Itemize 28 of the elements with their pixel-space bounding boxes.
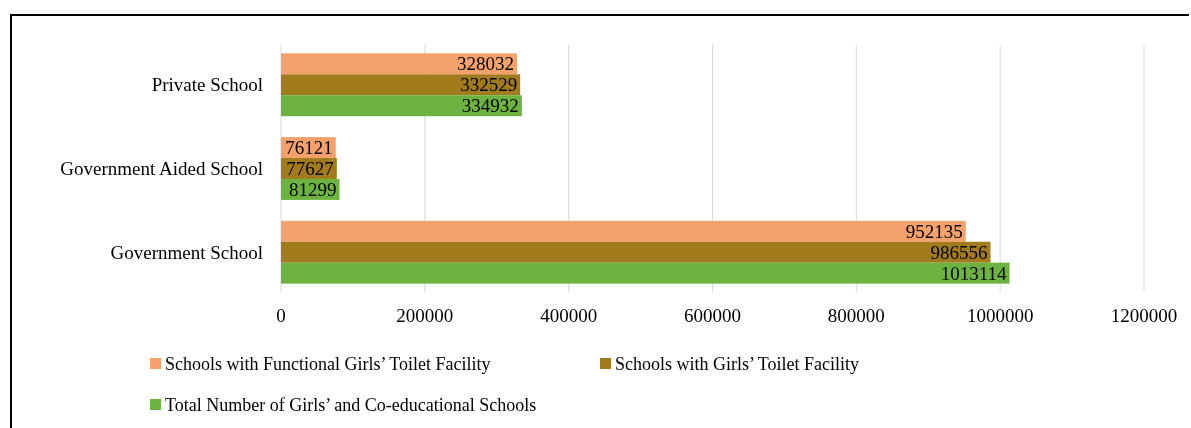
data-label: 81299 — [288, 179, 337, 201]
bar — [281, 74, 521, 96]
bar — [281, 95, 522, 117]
y-tick-label: Government School — [110, 241, 263, 263]
data-label: 1013114 — [940, 262, 1008, 284]
data-label: 986556 — [930, 241, 988, 263]
y-tick-label: Private School — [151, 74, 263, 96]
bar — [281, 241, 991, 263]
data-label: 76121 — [285, 137, 333, 159]
x-tick-label: 0 — [276, 305, 286, 326]
x-tick-label: 600000 — [684, 305, 741, 326]
x-tick-label: 400000 — [540, 305, 598, 326]
legend-label: Total Number of Girls’ and Co-educational Schools — [165, 395, 537, 416]
data-label: 952135 — [905, 220, 963, 242]
bar — [281, 220, 966, 242]
x-tick-label: 200000 — [396, 305, 454, 326]
data-label: 328032 — [456, 53, 514, 75]
x-tick-label: 1200000 — [1110, 305, 1178, 326]
legend-label: Schools with Functional Girls’ Toilet Facility — [165, 354, 491, 375]
y-tick-label: Government Aided School — [60, 158, 263, 180]
data-label: 332529 — [460, 74, 518, 96]
bar — [281, 53, 517, 75]
data-label: 334932 — [461, 95, 519, 117]
x-tick-label: 1000000 — [966, 305, 1034, 326]
data-label: 77627 — [286, 158, 334, 180]
bar — [281, 262, 1010, 284]
x-tick-label: 800000 — [827, 305, 885, 326]
legend-label: Schools with Girls’ Toilet Facility — [615, 354, 860, 375]
